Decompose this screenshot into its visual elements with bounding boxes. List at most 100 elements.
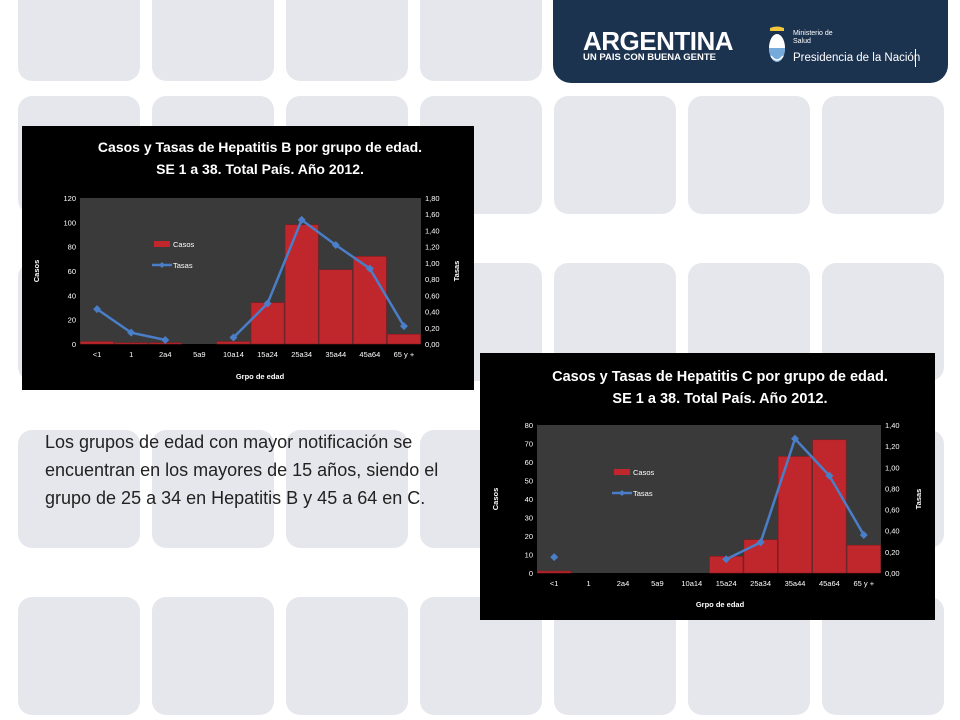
y2-tick-label: 0,40 (425, 308, 440, 317)
y-tick-label: 60 (68, 267, 76, 276)
x-tick-label: 5a9 (193, 350, 206, 359)
bar (80, 341, 114, 345)
x-tick-label: <1 (93, 350, 102, 359)
x-tick-label: 10a14 (681, 579, 702, 588)
background-tile (18, 430, 140, 548)
rate-point (550, 553, 559, 562)
rate-point (791, 434, 799, 443)
summary-text: Los grupos de edad con mayor notificació… (45, 432, 439, 508)
rate-point (93, 305, 102, 314)
chart-title-line2: SE 1 a 38. Total País. Año 2012. (612, 391, 827, 407)
y2-tick-label: 1,00 (425, 259, 440, 268)
y2-tick-label: 1,40 (425, 226, 440, 235)
x-tick-label: 15a24 (716, 579, 737, 588)
y2-tick-label: 1,60 (425, 210, 440, 219)
argentina-logo-subtitle: UN PAIS CON BUENA GENTE (583, 52, 717, 63)
x-tick-label: 25a34 (750, 579, 771, 588)
rate-line (232, 217, 406, 339)
y-tick-label: 80 (68, 243, 76, 252)
y2-tick-label: 1,20 (885, 442, 900, 451)
x-tick-label: 25a34 (291, 350, 312, 359)
background-tile (420, 597, 542, 715)
rate-point (161, 335, 170, 344)
y-tick-label: 40 (68, 291, 76, 300)
y-tick-label: 120 (63, 194, 76, 203)
hepatitis-c-chart-svg: Casos y Tasas de Hepatitis C por grupo d… (491, 369, 923, 609)
legend-marker-tasas (159, 262, 165, 268)
y2-tick-label: 0,20 (425, 324, 440, 333)
bar (318, 269, 353, 345)
x-tick-label: 35a44 (325, 350, 346, 359)
background-tile (822, 263, 944, 381)
argentina-logo-title: ARGENTINA (583, 26, 734, 56)
x-tick-label: 15a24 (257, 350, 278, 359)
background-tile (420, 0, 542, 81)
hepatitis-c-chart: Casos y Tasas de Hepatitis C por grupo d… (480, 353, 935, 620)
y2-axis-label: Tasas (914, 489, 923, 510)
x-tick-label: 2a4 (617, 579, 630, 588)
bar (846, 544, 881, 574)
y2-tick-label: 0,20 (885, 548, 900, 557)
chart-title-line2: SE 1 a 38. Total País. Año 2012. (156, 161, 364, 177)
bar (284, 224, 319, 345)
rate-point (365, 264, 374, 273)
y-tick-label: 10 (525, 551, 533, 560)
x-axis-label: Grpo de edad (236, 372, 285, 381)
y2-tick-label: 0,00 (425, 340, 440, 349)
x-tick-label: 45a64 (359, 350, 380, 359)
presidencia-divider (915, 49, 916, 67)
background-tile (822, 597, 944, 715)
y-axis-label: Casos (32, 260, 41, 283)
bar (812, 439, 847, 574)
x-axis-label: Grpo de edad (696, 600, 745, 609)
y2-tick-label: 0,80 (885, 484, 900, 493)
bar (216, 341, 251, 345)
y-tick-label: 20 (525, 532, 533, 541)
rate-point (399, 322, 408, 331)
legend-swatch-casos (614, 469, 630, 475)
y-axis-label: Casos (491, 488, 500, 511)
x-tick-label: 65 y + (853, 579, 874, 588)
background-tile (554, 597, 676, 715)
background-tile (688, 96, 810, 214)
x-tick-label: 65 y + (394, 350, 415, 359)
y2-axis-label: Tasas (452, 261, 461, 282)
hepatitis-b-chart-svg: Casos y Tasas de Hepatitis B por grupo d… (32, 139, 461, 381)
x-tick-label: 35a44 (785, 579, 806, 588)
legend-marker-tasas (619, 490, 625, 496)
y-tick-label: 80 (525, 421, 533, 430)
background-tile (18, 597, 140, 715)
background-tile (152, 430, 274, 548)
y-tick-label: 0 (72, 340, 76, 349)
legend-swatch-casos (154, 241, 170, 247)
y2-tick-label: 1,20 (425, 243, 440, 252)
rate-point (722, 555, 731, 564)
chart-title-line1: Casos y Tasas de Hepatitis C por grupo d… (552, 369, 888, 385)
x-tick-label: 1 (587, 579, 591, 588)
legend-label-casos: Casos (633, 468, 655, 477)
y2-tick-label: 0,60 (425, 291, 440, 300)
y-tick-label: 100 (63, 218, 76, 227)
background-tile (286, 430, 408, 548)
background-tile (688, 597, 810, 715)
x-tick-label: 1 (129, 350, 133, 359)
presidencia-label: Presidencia de la Nación (793, 52, 921, 64)
bar (537, 570, 572, 574)
background-tile (18, 0, 140, 81)
y-tick-label: 50 (525, 477, 533, 486)
legend-label-tasas: Tasas (173, 261, 193, 270)
rate-point (825, 471, 834, 480)
y2-tick-label: 0,00 (885, 569, 900, 578)
x-tick-label: 10a14 (223, 350, 244, 359)
bar (250, 302, 285, 345)
rate-point (229, 333, 238, 342)
x-tick-label: <1 (550, 579, 559, 588)
background-tile (554, 96, 676, 214)
rate-point (263, 299, 272, 308)
x-tick-label: 5a9 (651, 579, 664, 588)
y2-tick-label: 1,40 (885, 421, 900, 430)
y-tick-label: 70 (525, 440, 533, 449)
header-banner: ARGENTINA UN PAIS CON BUENA GENTE Minist… (553, 0, 948, 83)
y2-tick-label: 1,00 (885, 463, 900, 472)
legend-label-casos: Casos (173, 240, 195, 249)
